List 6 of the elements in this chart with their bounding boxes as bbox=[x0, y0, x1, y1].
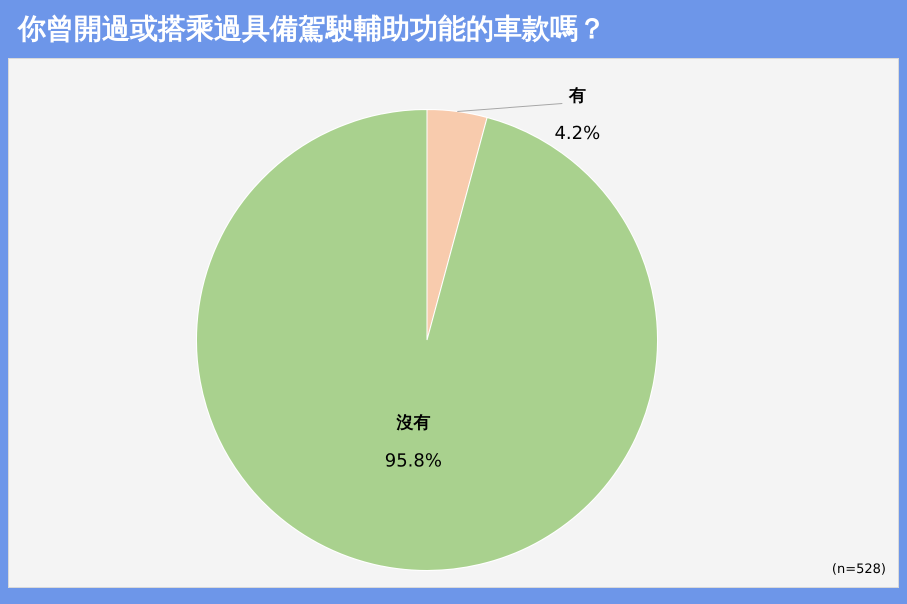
chart-title: 你曾開過或搭乘過具備駕駛輔助功能的車款嗎？ bbox=[18, 11, 606, 47]
slice-label: 有 bbox=[568, 86, 586, 106]
data-label: 95.8% bbox=[384, 450, 442, 472]
text: (n=528) bbox=[832, 562, 886, 577]
slice-label: 沒有 bbox=[395, 413, 430, 434]
data-label: 4.2% bbox=[554, 123, 600, 144]
